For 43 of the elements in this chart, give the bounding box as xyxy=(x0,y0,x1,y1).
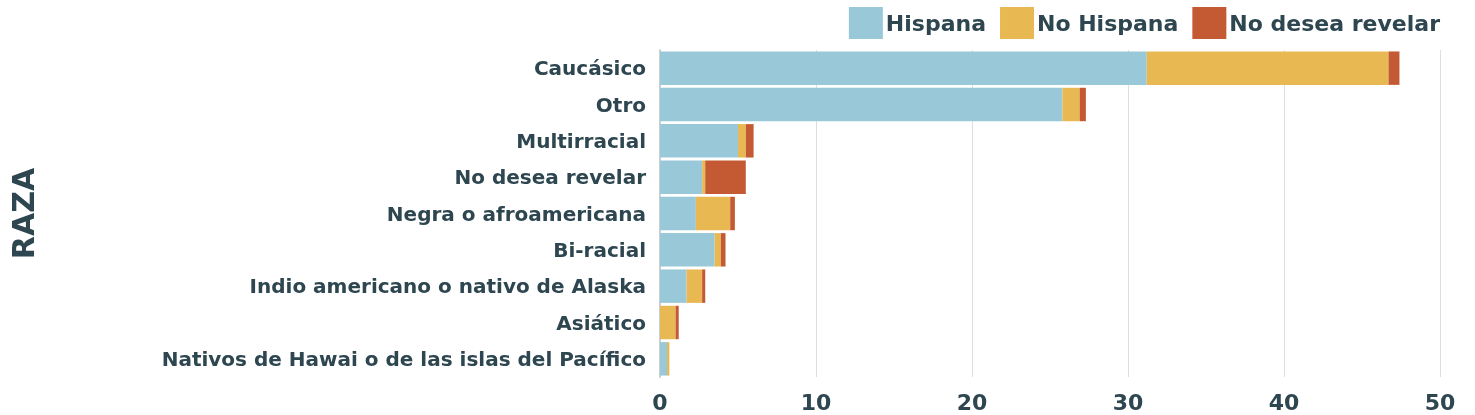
x-tick-label: 40 xyxy=(1268,389,1300,415)
bar xyxy=(730,196,735,231)
bar xyxy=(660,87,1063,122)
y-tick-label: Indio americano o nativo de Alaska xyxy=(249,274,646,299)
bar xyxy=(660,342,668,376)
bar xyxy=(745,124,754,158)
y-tick-label: Multirracial xyxy=(516,128,646,153)
bar xyxy=(1079,87,1086,122)
bar xyxy=(714,233,721,267)
bar xyxy=(720,233,726,267)
x-tick-label: 20 xyxy=(956,389,988,415)
bar xyxy=(660,160,703,194)
y-tick-label: Otro xyxy=(595,92,646,117)
y-axis-title: RAZA xyxy=(5,167,41,260)
bar xyxy=(660,124,738,158)
y-tick-label: Negra o afroamericana xyxy=(386,201,646,226)
bar xyxy=(660,269,687,303)
bar xyxy=(660,51,1147,85)
bar xyxy=(675,305,679,340)
bar xyxy=(686,269,703,303)
x-tick-label: 30 xyxy=(1112,389,1144,415)
legend-label: No Hispana xyxy=(1037,10,1179,36)
y-tick-label: Caucásico xyxy=(533,56,646,81)
bar xyxy=(738,124,746,158)
bar xyxy=(702,269,706,303)
y-tick-label: Nativos de Hawai o de las islas del Pacífico xyxy=(161,346,646,371)
x-tick-label: 50 xyxy=(1424,389,1456,415)
legend-label: No desea revelar xyxy=(1229,10,1441,36)
bar xyxy=(1062,87,1080,122)
bar xyxy=(660,305,676,340)
y-tick-label: No desea revelar xyxy=(454,165,647,190)
bar xyxy=(660,233,715,267)
bar xyxy=(695,196,731,231)
bar xyxy=(660,196,696,231)
bar xyxy=(705,160,746,194)
bar xyxy=(1146,51,1389,85)
x-tick-label: 10 xyxy=(800,389,832,415)
bar xyxy=(1388,51,1400,85)
x-tick-label: 0 xyxy=(652,389,668,415)
bar xyxy=(702,160,706,194)
y-tick-label: Bi-racial xyxy=(553,237,646,262)
legend-label: Hispana xyxy=(885,10,987,36)
y-tick-label: Asiático xyxy=(556,310,646,335)
